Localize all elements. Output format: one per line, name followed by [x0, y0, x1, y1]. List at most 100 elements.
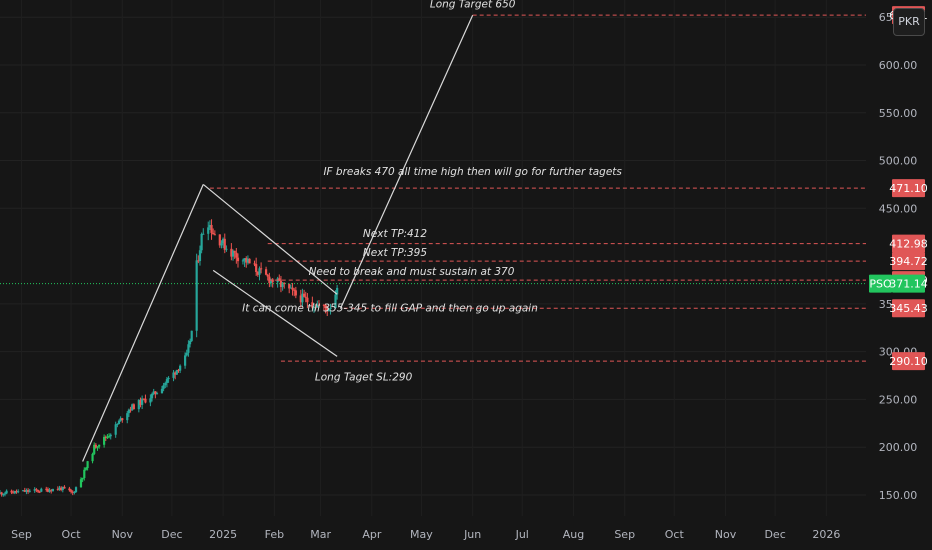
- candle: [93, 442, 96, 456]
- candle-body: [248, 258, 251, 264]
- candle-body: [236, 257, 240, 262]
- candle: [35, 487, 38, 493]
- candle: [61, 486, 64, 493]
- symbol-tag-label: PSO: [869, 278, 892, 291]
- candle-body: [200, 234, 203, 251]
- candle-body: [155, 393, 159, 395]
- candle: [223, 233, 226, 254]
- candle-body: [255, 264, 258, 272]
- candle-body: [198, 250, 202, 261]
- candle: [202, 228, 205, 235]
- candle: [195, 253, 198, 338]
- candle: [222, 237, 225, 248]
- candle-body: [25, 490, 28, 492]
- currency-selector[interactable]: PKR: [893, 8, 925, 36]
- price-tag-bg: [892, 252, 925, 271]
- candle-body: [68, 488, 71, 491]
- candle-body: [63, 486, 66, 489]
- candle: [132, 403, 135, 410]
- x-tick-label: Mar: [310, 528, 331, 541]
- candle: [114, 421, 117, 438]
- candle-body: [293, 289, 296, 291]
- candle-body: [220, 243, 223, 246]
- candle: [190, 330, 193, 342]
- x-axis: Sep Oct Nov Dec 2025 Feb Mar Apr May Jun Jul Aug Sep…: [11, 528, 840, 541]
- candle: [109, 433, 112, 440]
- candle-body: [61, 486, 64, 491]
- candle: [74, 486, 78, 493]
- candle-body: [3, 493, 7, 495]
- candle-body: [10, 490, 13, 493]
- candle-body: [269, 279, 273, 284]
- candle-body: [96, 446, 99, 448]
- candle-body: [121, 418, 124, 421]
- candle-body: [36, 490, 40, 492]
- candle: [167, 376, 170, 383]
- candle-body: [129, 409, 132, 411]
- candle-body: [326, 307, 329, 312]
- candle-body: [188, 340, 192, 345]
- annotation-text: Need to break and must sustain at 370: [309, 266, 515, 278]
- candle-body: [13, 490, 16, 494]
- candle: [36, 489, 40, 493]
- candle-body: [235, 252, 238, 258]
- price-tag-label: 345.43: [889, 302, 928, 315]
- candle: [119, 416, 122, 422]
- trend-line: [82, 184, 204, 462]
- candle-body: [278, 278, 281, 281]
- candle-body: [283, 282, 286, 284]
- candle-body: [91, 453, 94, 462]
- candle: [197, 255, 200, 264]
- candle: [142, 398, 145, 401]
- candle: [150, 392, 154, 402]
- candle-body: [35, 489, 38, 491]
- candle-body: [207, 227, 210, 234]
- price-tag-bg: [892, 299, 925, 318]
- candle: [152, 388, 155, 396]
- candle-body: [117, 420, 121, 425]
- candle-body: [73, 491, 76, 493]
- candle: [103, 434, 106, 448]
- y-tick-label: 150.00: [879, 489, 918, 502]
- candle-body: [174, 372, 177, 375]
- x-tick-label: 2025: [209, 528, 237, 541]
- candle-body: [245, 258, 248, 263]
- x-tick-label: Apr: [362, 528, 382, 541]
- candle: [225, 245, 228, 252]
- candle: [58, 485, 61, 491]
- x-tick-label: May: [410, 528, 433, 541]
- candle: [336, 285, 339, 300]
- candle-body: [241, 260, 245, 262]
- candle-body: [74, 487, 78, 492]
- candle-body: [46, 489, 50, 492]
- price-tag-label: 290.10: [889, 355, 928, 368]
- candle-body: [109, 434, 112, 437]
- candle-body: [106, 436, 109, 438]
- candle: [116, 423, 119, 428]
- candle: [299, 289, 302, 308]
- y-tick-label: 250.00: [879, 393, 918, 406]
- candle-body: [329, 308, 332, 310]
- candle-body: [107, 436, 111, 438]
- candle-body: [144, 398, 147, 403]
- candle-body: [165, 379, 169, 383]
- candle: [2, 493, 5, 497]
- candle-body: [230, 248, 233, 257]
- candle: [288, 283, 291, 294]
- candle: [283, 282, 286, 289]
- candle-body: [185, 352, 188, 356]
- candle: [291, 282, 294, 296]
- candle: [3, 491, 7, 497]
- candle: [121, 417, 124, 423]
- candle-body: [172, 372, 175, 378]
- candle: [293, 287, 296, 297]
- candle-body: [104, 436, 107, 438]
- candle-body: [256, 271, 259, 275]
- candle-body: [48, 490, 51, 492]
- candle-body: [164, 382, 167, 386]
- candle-body: [291, 287, 294, 290]
- candle: [48, 488, 51, 493]
- annotation-text: Long Target 650: [430, 0, 516, 11]
- candle: [94, 443, 97, 449]
